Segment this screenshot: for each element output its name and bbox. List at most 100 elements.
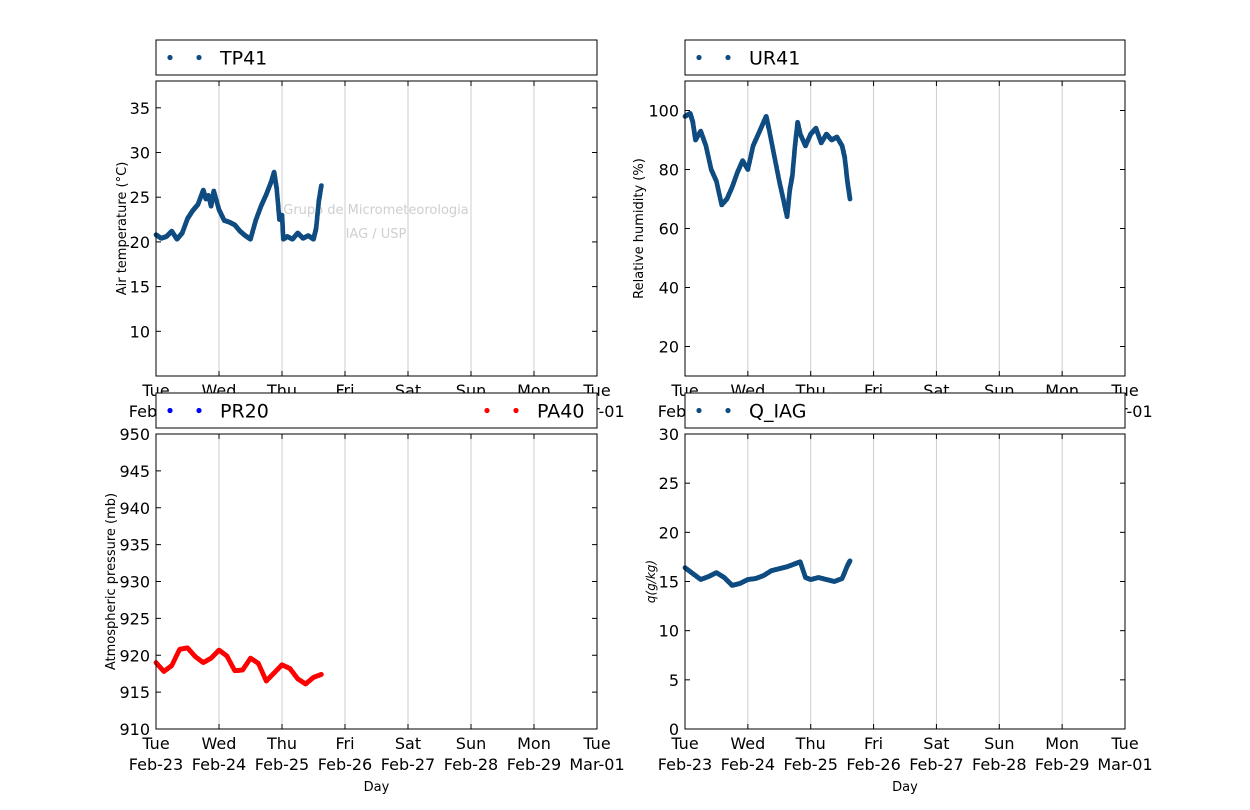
legend: Q_IAG <box>684 392 1126 429</box>
y-tick-label: 0 <box>669 720 679 739</box>
legend-box <box>684 39 1126 76</box>
x-tick-label-date: Feb-29 <box>507 755 561 774</box>
y-tick-label: 10 <box>659 622 679 641</box>
y-tick-label: 940 <box>119 499 150 518</box>
legend-marker <box>167 407 173 414</box>
y-tick-label: 25 <box>130 188 150 207</box>
legend-marker <box>696 407 702 414</box>
y-tick-label: 30 <box>130 144 150 163</box>
y-axis-label: Relative humidity (%) <box>632 158 647 299</box>
legend-marker <box>196 407 202 414</box>
x-tick-label-day: Thu <box>266 734 297 753</box>
legend: UR41 <box>684 39 1126 76</box>
legend-box <box>155 39 598 76</box>
legend-label: TP41 <box>219 48 267 70</box>
data-point <box>319 672 324 677</box>
y-tick-label: 80 <box>659 161 679 180</box>
x-tick-label-day: Tue <box>141 734 169 753</box>
y-tick-label: 915 <box>119 683 150 702</box>
chart-panel-2: 20406080100TueFeb-23WedFeb-24ThuFeb-25Fr… <box>632 39 1153 421</box>
y-tick-label: 20 <box>659 338 679 357</box>
x-tick-label-day: Sat <box>923 734 949 753</box>
x-tick-label-day: Thu <box>795 734 826 753</box>
series-TP41 <box>153 169 324 242</box>
data-point <box>319 183 324 189</box>
y-tick-label: 15 <box>130 278 150 297</box>
y-tick-label: 20 <box>130 233 150 252</box>
x-tick-label-date: Feb-24 <box>192 755 246 774</box>
legend-marker <box>513 407 519 414</box>
x-tick-label-date: Feb-26 <box>318 755 372 774</box>
y-tick-label: 35 <box>130 99 150 118</box>
x-tick-label-date: Feb-27 <box>909 755 963 774</box>
y-tick-label: 40 <box>659 279 679 298</box>
y-tick-label: 945 <box>119 462 150 481</box>
series-Q_IAG <box>682 558 853 588</box>
x-tick-label-date: Feb-25 <box>255 755 309 774</box>
x-tick-label-day: Sun <box>984 734 1014 753</box>
legend-label: PA40 <box>537 401 584 423</box>
plot-area <box>156 434 597 729</box>
x-tick-label-day: Sun <box>456 734 486 753</box>
x-axis-label: Day <box>892 780 918 795</box>
watermark-line-1: Grupo de Micrometeorologia <box>283 203 469 218</box>
x-tick-label-date: Feb-24 <box>721 755 775 774</box>
y-tick-label: 910 <box>119 720 150 739</box>
legend-marker <box>725 54 731 61</box>
plot-frame <box>155 80 598 377</box>
x-tick-label-day: Tue <box>582 734 610 753</box>
legend-label: PR20 <box>220 401 269 423</box>
y-axis-label: q(g/kg) <box>644 560 658 603</box>
y-tick-label: 30 <box>659 425 679 444</box>
x-tick-label-date: Feb-28 <box>972 755 1026 774</box>
y-tick-label: 920 <box>119 646 150 665</box>
y-tick-label: 925 <box>119 609 150 628</box>
legend-box <box>684 392 1126 429</box>
x-tick-label-day: Fri <box>335 734 354 753</box>
watermark-line-2: IAG / USP <box>346 227 407 242</box>
x-tick-label-day: Mon <box>1045 734 1079 753</box>
series-UR41 <box>682 111 853 220</box>
x-tick-label-day: Sat <box>395 734 421 753</box>
y-axis-label: Air temperature (°C) <box>115 162 130 296</box>
legend-marker <box>725 407 731 414</box>
plot-area <box>685 434 1125 729</box>
y-tick-label: 930 <box>119 573 150 592</box>
y-tick-label: 60 <box>659 220 679 239</box>
x-tick-label-date: Feb-25 <box>783 755 837 774</box>
legend: TP41 <box>155 39 598 76</box>
chart-panel-3: 910 915 920 925 930 935 940 945 950 Tue Feb-23 Wed F… <box>104 392 625 795</box>
series-PA40 <box>153 645 324 687</box>
x-tick-label-date: Feb-27 <box>381 755 435 774</box>
legend-marker <box>696 54 702 61</box>
x-tick-label-day: Fri <box>864 734 883 753</box>
y-axis-label: Atmospheric pressure (mb) <box>104 493 119 670</box>
watermark: Grupo de Micrometeorologia IAG / USP <box>283 203 469 242</box>
chart-panel-4: 0 5 10 15 20 25 30 Tue Feb-23 Wed Feb-24 Thu Feb-25 F… <box>644 392 1153 795</box>
x-tick-label-date: Feb-23 <box>658 755 712 774</box>
y-tick-label: 25 <box>659 474 679 493</box>
x-tick-label-date: Feb-28 <box>444 755 498 774</box>
x-axis-label: Day <box>364 780 390 795</box>
x-tick-label-day: Tue <box>670 734 698 753</box>
legend: PR20 PA40 <box>155 392 598 429</box>
legend-label: UR41 <box>749 48 800 70</box>
y-tick-label: 935 <box>119 536 150 555</box>
y-tick-label: 5 <box>669 671 679 690</box>
y-tick-label: 15 <box>659 573 679 592</box>
x-tick-label-day: Wed <box>730 734 765 753</box>
chart-panel-1: Grupo de Micrometeorologia IAG / USP 10 15 2… <box>115 39 625 421</box>
x-tick-label-date: Mar-01 <box>569 755 624 774</box>
legend-marker <box>484 407 490 414</box>
plot-area <box>156 81 597 376</box>
legend-marker <box>196 54 202 61</box>
y-tick-label: 950 <box>119 425 150 444</box>
legend-marker <box>167 54 173 61</box>
legend-box <box>155 392 598 429</box>
x-tick-label-day: Wed <box>202 734 237 753</box>
y-tick-label: 100 <box>648 102 679 121</box>
plot-area <box>685 81 1125 376</box>
y-tick-label: 10 <box>130 322 150 341</box>
data-point <box>847 196 853 202</box>
